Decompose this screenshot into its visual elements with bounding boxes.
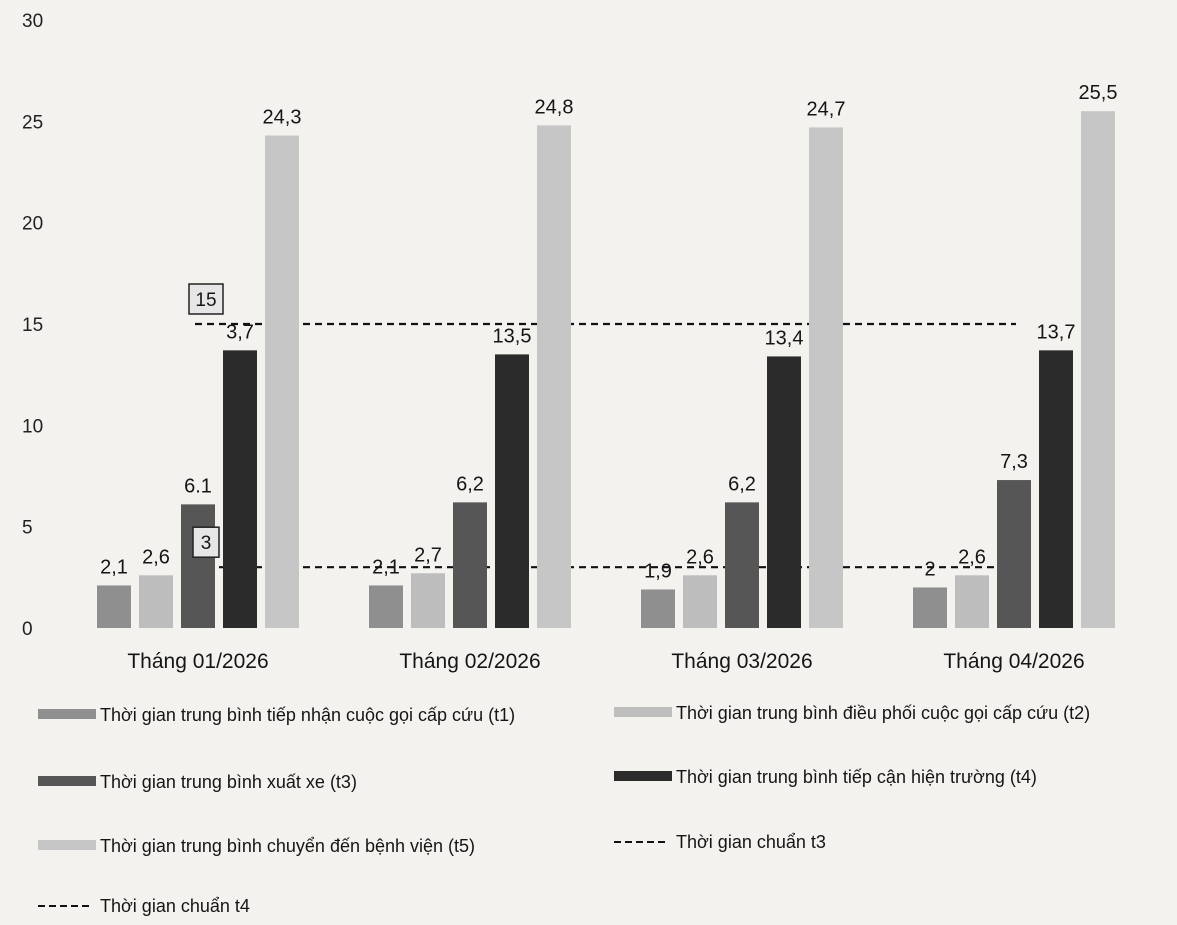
bar	[955, 575, 989, 628]
legend-swatch	[38, 709, 96, 719]
bar	[265, 135, 299, 628]
bar	[369, 585, 403, 628]
data-label: 2,6	[686, 546, 714, 568]
bar	[537, 125, 571, 629]
legend-label: Thời gian trung bình xuất xe (t3)	[100, 772, 357, 792]
bar	[97, 585, 131, 628]
y-tick-label: 5	[22, 518, 33, 539]
data-label: 24,8	[535, 96, 574, 118]
data-label: 24,3	[263, 107, 302, 129]
reference-annotation-box	[192, 526, 220, 558]
bar	[139, 575, 173, 628]
data-label: 2,6	[142, 546, 170, 568]
bar	[997, 480, 1031, 628]
legend-swatch	[614, 707, 672, 717]
x-tick-label: Tháng 03/2026	[671, 650, 812, 673]
reference-lines	[195, 322, 1016, 569]
data-label: 24,7	[807, 98, 846, 120]
data-label: 2,6	[958, 546, 986, 568]
bar	[411, 573, 445, 628]
legend-label: Thời gian trung bình điều phối cuộc gọi …	[676, 703, 1090, 723]
bar	[725, 502, 759, 628]
x-tick-label: Tháng 02/2026	[399, 650, 540, 673]
legend-label: Thời gian trung bình chuyển đến bệnh việ…	[100, 836, 475, 856]
bar	[641, 589, 675, 628]
legend-label: Thời gian trung bình tiếp cận hiện trườn…	[676, 767, 1037, 787]
reference-annotation-label: 15	[195, 290, 216, 311]
reference-annotation-label: 3	[201, 533, 212, 554]
data-label: 6.1	[184, 475, 212, 497]
y-tick-label: 30	[22, 11, 43, 32]
y-tick-label: 15	[22, 315, 43, 336]
data-label: 6,2	[728, 473, 756, 495]
data-label: 3,7	[226, 321, 254, 343]
data-label: 2,1	[372, 556, 400, 578]
data-label: 2,1	[100, 556, 128, 578]
data-label: 2,7	[414, 544, 442, 566]
bar	[683, 575, 717, 628]
reference-annotation-box	[188, 283, 224, 315]
y-tick-label: 25	[22, 112, 43, 133]
data-label: 13,4	[765, 327, 804, 349]
data-label: 13,7	[1037, 321, 1076, 343]
bars	[97, 111, 1115, 629]
bar	[913, 587, 947, 628]
x-axis: Tháng 01/2026 Tháng 02/2026 Tháng 03/2026 T…	[127, 650, 1084, 673]
x-tick-label: Tháng 04/2026	[943, 650, 1084, 673]
bar	[181, 504, 215, 628]
data-label: 25,5	[1079, 82, 1118, 104]
data-label: 1,9	[644, 560, 672, 582]
legend-label: Thời gian chuẩn t4	[100, 896, 250, 916]
data-label: 7,3	[1000, 451, 1028, 473]
data-labels: 2,1 2,1 1,9 2 2,6 2,7 2,6 2,6 6.1 6,2 6,2 7,3 3,7 13,…	[100, 82, 1117, 582]
y-axis: 0 5 10 15 20 25 30	[22, 11, 43, 640]
bar	[223, 350, 257, 628]
bar	[767, 356, 801, 628]
bar	[453, 502, 487, 628]
x-tick-label: Tháng 01/2026	[127, 650, 268, 673]
bar	[809, 127, 843, 628]
legend-swatch	[38, 840, 96, 850]
reference-annotations: 3 15	[188, 283, 224, 558]
legend: Thời gian trung bình tiếp nhận cuộc gọi …	[38, 703, 1090, 916]
bar	[495, 354, 529, 628]
bar	[1081, 111, 1115, 628]
data-label: 6,2	[456, 473, 484, 495]
data-label: 2	[924, 558, 935, 580]
y-tick-label: 0	[22, 619, 33, 640]
legend-label: Thời gian trung bình tiếp nhận cuộc gọi …	[100, 705, 515, 725]
data-label: 13,5	[493, 325, 532, 347]
y-tick-label: 10	[22, 416, 43, 437]
legend-label: Thời gian chuẩn t3	[676, 832, 826, 852]
legend-swatch	[614, 771, 672, 781]
bar	[1039, 350, 1073, 628]
y-tick-label: 20	[22, 214, 43, 235]
legend-swatch	[38, 776, 96, 786]
